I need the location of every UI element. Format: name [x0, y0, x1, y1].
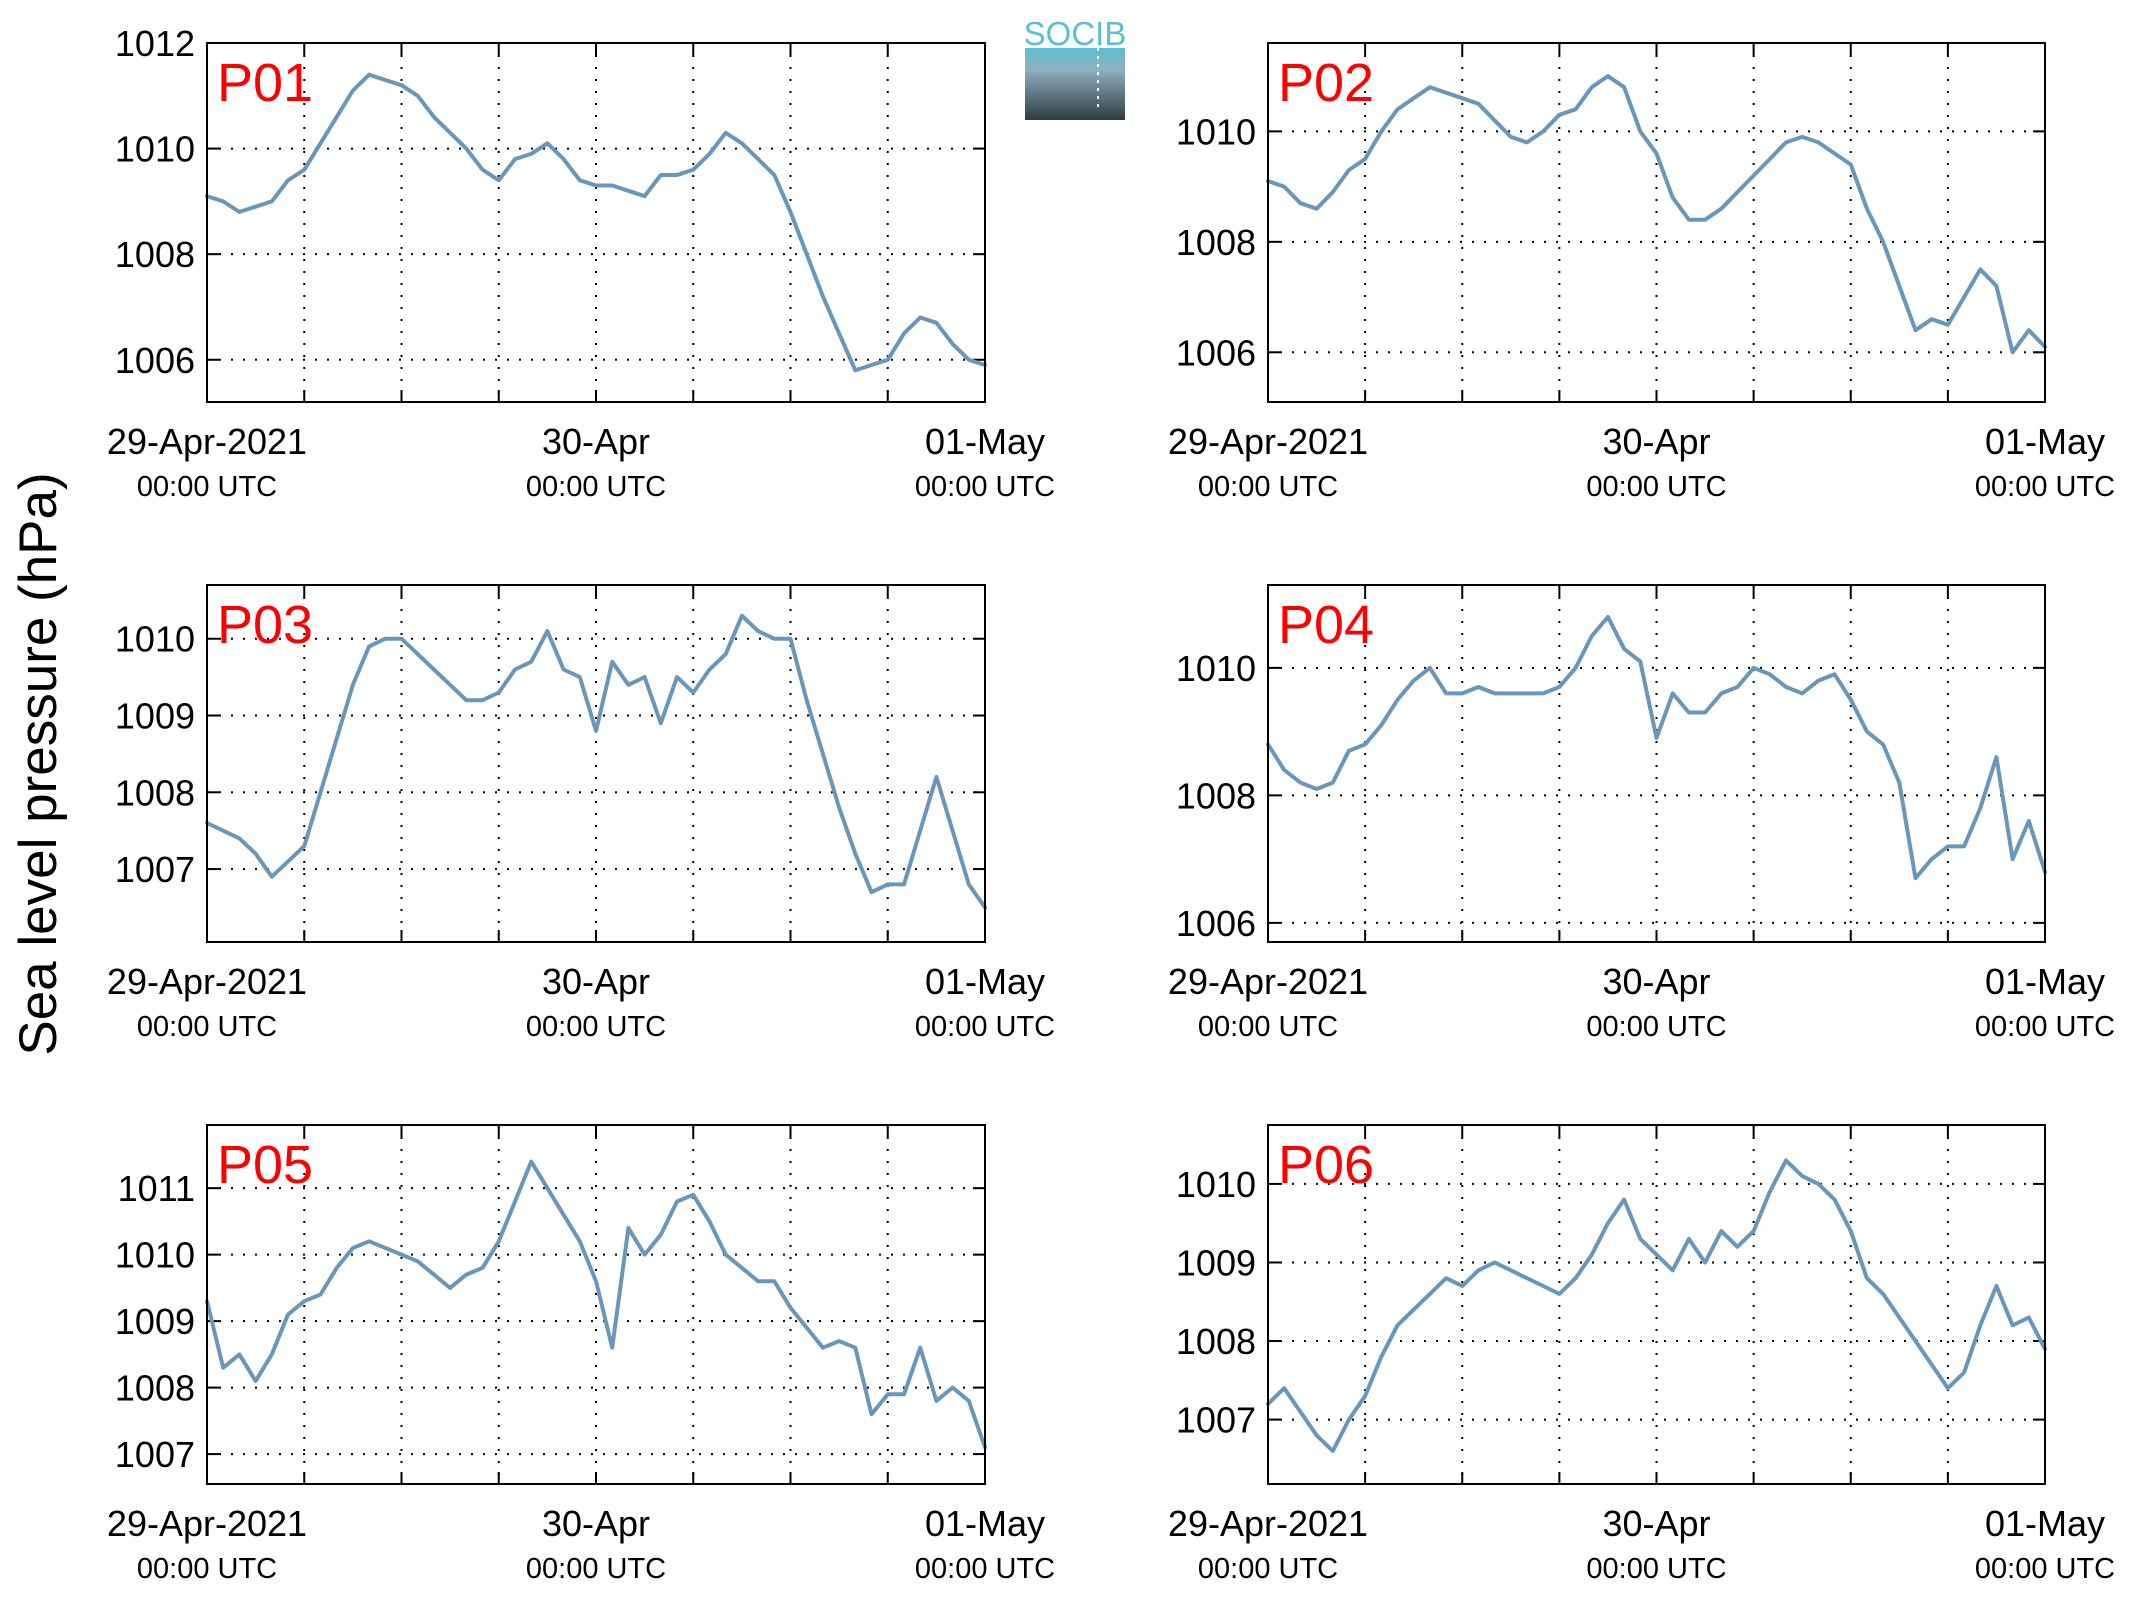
x-tick-sublabel: 00:00 UTC — [915, 1553, 1055, 1585]
x-tick-label: 29-Apr-2021 — [107, 421, 307, 462]
x-tick-label: 01-May — [1985, 961, 2105, 1002]
axes-frame — [206, 42, 986, 403]
x-tick-label: 01-May — [925, 421, 1045, 462]
x-tick-label: 01-May — [1985, 1503, 2105, 1544]
panel-label: P06 — [1278, 1135, 1374, 1195]
x-tick-sublabel: 00:00 UTC — [1975, 1553, 2115, 1585]
x-tick-label: 30-Apr — [1602, 1503, 1710, 1544]
x-tick-sublabel: 00:00 UTC — [526, 471, 666, 503]
series-line — [1266, 74, 2047, 355]
series-line — [1266, 614, 2047, 881]
y-tick-label: 1012 — [115, 23, 195, 64]
panel-p04: 1006 1008 1010 P04 29-Apr-2021 00:00 UTC 30-Ap… — [1168, 584, 2115, 1043]
x-tick-label: 01-May — [925, 1503, 1045, 1544]
panel-label: P05 — [217, 1135, 313, 1195]
axes-frame — [1267, 1124, 2046, 1485]
panel-p05: 1007 1008 1009 1010 1011 P05 29-Apr-2021 00:00 … — [107, 1124, 1055, 1585]
x-tick-sublabel: 00:00 UTC — [137, 1553, 277, 1585]
x-tick-sublabel: 00:00 UTC — [1198, 1553, 1338, 1585]
series-line — [205, 613, 987, 910]
shared-y-axis-label: Sea level pressure (hPa) — [9, 472, 68, 1055]
panel-p01: 1006 1008 1010 1012 P01 29-Apr-2021 00:00 UTC 3… — [107, 23, 1055, 503]
panel-p06: 1007 1008 1009 1010 P06 29-Apr-2021 00:00 UTC 3… — [1168, 1124, 2115, 1585]
y-tick-label: 1009 — [115, 1301, 195, 1342]
x-tick-label: 29-Apr-2021 — [1168, 1503, 1368, 1544]
y-tick-label: 1010 — [115, 1235, 195, 1276]
x-tick-sublabel: 00:00 UTC — [1586, 471, 1726, 503]
y-tick-label: 1008 — [1176, 775, 1256, 816]
y-tick-label: 1007 — [1176, 1400, 1256, 1441]
x-tick-sublabel: 00:00 UTC — [1586, 1011, 1726, 1043]
x-tick-label: 30-Apr — [1602, 421, 1710, 462]
axes-frame — [1267, 584, 2046, 943]
series-line — [205, 1159, 987, 1450]
x-tick-label: 30-Apr — [542, 421, 650, 462]
x-tick-sublabel: 00:00 UTC — [915, 1011, 1055, 1043]
x-tick-label: 30-Apr — [542, 961, 650, 1002]
axes-frame — [206, 584, 986, 943]
x-tick-sublabel: 00:00 UTC — [1586, 1553, 1726, 1585]
x-tick-sublabel: 00:00 UTC — [1198, 1011, 1338, 1043]
x-tick-label: 29-Apr-2021 — [107, 1503, 307, 1544]
x-tick-label: 29-Apr-2021 — [107, 961, 307, 1002]
x-tick-label: 29-Apr-2021 — [1168, 421, 1368, 462]
y-tick-label: 1008 — [1176, 222, 1256, 263]
y-tick-label: 1007 — [115, 849, 195, 890]
y-tick-label: 1010 — [115, 129, 195, 170]
x-tick-sublabel: 00:00 UTC — [526, 1011, 666, 1043]
x-tick-sublabel: 00:00 UTC — [1975, 471, 2115, 503]
y-tick-label: 1008 — [115, 1368, 195, 1409]
y-tick-label: 1008 — [115, 234, 195, 275]
x-tick-sublabel: 00:00 UTC — [526, 1553, 666, 1585]
y-tick-label: 1008 — [1176, 1321, 1256, 1362]
panels: 1006 1008 1010 1012 P01 29-Apr-2021 00:00 UTC 3… — [107, 23, 2115, 1585]
y-tick-label: 1010 — [1176, 648, 1256, 689]
panel-p02: 1006 1008 1010 P02 29-Apr-2021 00:00 UTC 30-Ap… — [1168, 42, 2115, 503]
y-tick-label: 1009 — [1176, 1242, 1256, 1283]
x-tick-sublabel: 00:00 UTC — [137, 1011, 277, 1043]
x-tick-sublabel: 00:00 UTC — [137, 471, 277, 503]
y-tick-label: 1010 — [1176, 111, 1256, 152]
x-tick-label: 30-Apr — [542, 1503, 650, 1544]
x-tick-sublabel: 00:00 UTC — [1198, 471, 1338, 503]
y-tick-label: 1010 — [115, 619, 195, 660]
series-line — [205, 72, 987, 373]
panel-label: P03 — [217, 595, 313, 655]
panel-p03: 1007 1008 1009 1010 P03 29-Apr-2021 00:00 UTC 3… — [107, 584, 1055, 1043]
y-tick-label: 1011 — [118, 1168, 195, 1209]
series-line — [1266, 1158, 2047, 1453]
y-tick-label: 1007 — [115, 1434, 195, 1475]
x-tick-label: 29-Apr-2021 — [1168, 961, 1368, 1002]
logo-text: SOCIB — [1024, 15, 1127, 52]
socib-logo: SOCIB — [1024, 15, 1127, 120]
panel-label: P01 — [217, 53, 313, 113]
x-tick-sublabel: 00:00 UTC — [915, 471, 1055, 503]
y-tick-label: 1006 — [1176, 903, 1256, 944]
axes-frame — [1267, 42, 2046, 403]
panel-label: P02 — [1278, 53, 1374, 113]
y-tick-label: 1006 — [115, 340, 195, 381]
y-tick-label: 1006 — [1176, 332, 1256, 373]
x-tick-sublabel: 00:00 UTC — [1975, 1011, 2115, 1043]
x-tick-label: 01-May — [1985, 421, 2105, 462]
axes-frame — [206, 1124, 986, 1485]
y-tick-label: 1009 — [115, 696, 195, 737]
x-tick-label: 30-Apr — [1602, 961, 1710, 1002]
logo-graphic — [1025, 48, 1125, 120]
y-tick-label: 1008 — [115, 772, 195, 813]
x-tick-label: 01-May — [925, 961, 1045, 1002]
panel-label: P04 — [1278, 595, 1374, 655]
y-tick-label: 1010 — [1176, 1164, 1256, 1205]
